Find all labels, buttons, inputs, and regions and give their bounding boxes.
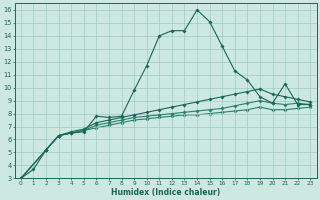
X-axis label: Humidex (Indice chaleur): Humidex (Indice chaleur) (111, 188, 220, 197)
